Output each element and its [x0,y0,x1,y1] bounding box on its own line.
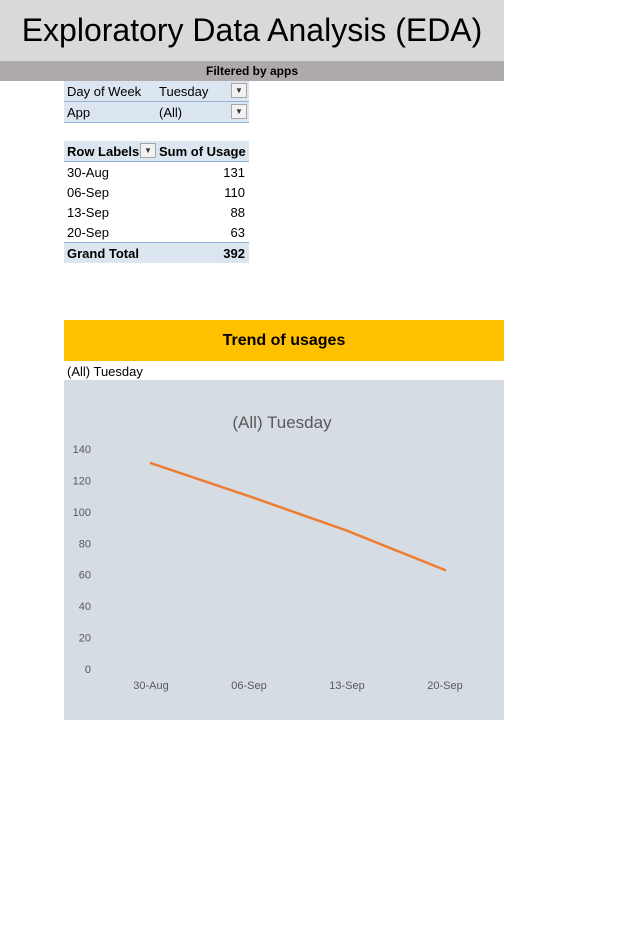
filter-row-day-of-week: Day of Week Tuesday ▼ [64,81,249,102]
row-value: 88 [230,205,245,220]
pivot-filter-table: Day of Week Tuesday ▼ App (All) ▼ [64,81,249,123]
table-row: 30-Aug 131 [64,162,249,182]
chart-canvas: (All) Tuesday 0 20 40 60 80 100 120 140 30-Aug 06-… [73,413,463,692]
grand-total-value: 392 [223,246,245,261]
y-tick-label: 40 [79,601,91,613]
series-line [149,461,447,572]
filter-dropdown-icon[interactable]: ▼ [231,104,247,119]
x-tick-label: 13-Sep [329,680,364,692]
row-label: 06-Sep [67,185,109,200]
y-tick-label: 100 [73,507,91,519]
chart-title: (All) Tuesday [232,413,332,432]
y-tick-label: 0 [85,664,91,676]
row-value: 110 [224,185,245,200]
pivot-header-row: Row Labels ▼ Sum of Usage [64,141,249,162]
row-label: 13-Sep [67,205,109,220]
filter-funnel-icon[interactable]: ▼ [231,83,247,98]
data-point [345,529,349,532]
x-tick-label: 06-Sep [231,680,266,692]
trend-filter-caption: (All) Tuesday [67,364,143,379]
filter-label: App [67,105,91,120]
y-tick-label: 120 [73,475,91,487]
filter-value: (All) [159,105,183,120]
filter-row-app: App (All) ▼ [64,102,249,123]
row-label: 30-Aug [67,165,109,180]
x-tick-label: 20-Sep [427,680,462,692]
data-point [149,461,153,465]
table-row: 13-Sep 88 [64,202,249,222]
row-value: 131 [223,165,245,180]
y-tick-label: 80 [79,538,91,550]
page-subtitle: Filtered by apps [0,61,504,81]
row-label: 20-Sep [67,225,109,240]
grand-total-row: Grand Total 392 [64,242,249,263]
column-header-sum-of-usage: Sum of Usage [159,144,246,159]
line-chart[interactable]: (All) Tuesday 0 20 40 60 80 100 120 140 30-Aug 06-… [64,380,504,720]
data-point [443,568,447,572]
trend-section-title: Trend of usages [64,320,504,361]
y-tick-label: 60 [79,570,91,582]
y-tick-label: 20 [79,633,91,645]
table-row: 20-Sep 63 [64,222,249,242]
filter-label: Day of Week [67,84,142,99]
page-title: Exploratory Data Analysis (EDA) [0,0,504,61]
table-row: 06-Sep 110 [64,182,249,202]
data-point [247,494,251,498]
filter-value: Tuesday [159,84,209,99]
y-tick-label: 140 [73,444,91,456]
column-header-row-labels: Row Labels [67,144,140,159]
row-value: 63 [230,225,245,240]
x-tick-label: 30-Aug [133,680,168,692]
grand-total-label: Grand Total [67,246,139,261]
pivot-table: Row Labels ▼ Sum of Usage 30-Aug 131 06-… [64,141,249,263]
row-labels-dropdown-icon[interactable]: ▼ [140,143,156,158]
